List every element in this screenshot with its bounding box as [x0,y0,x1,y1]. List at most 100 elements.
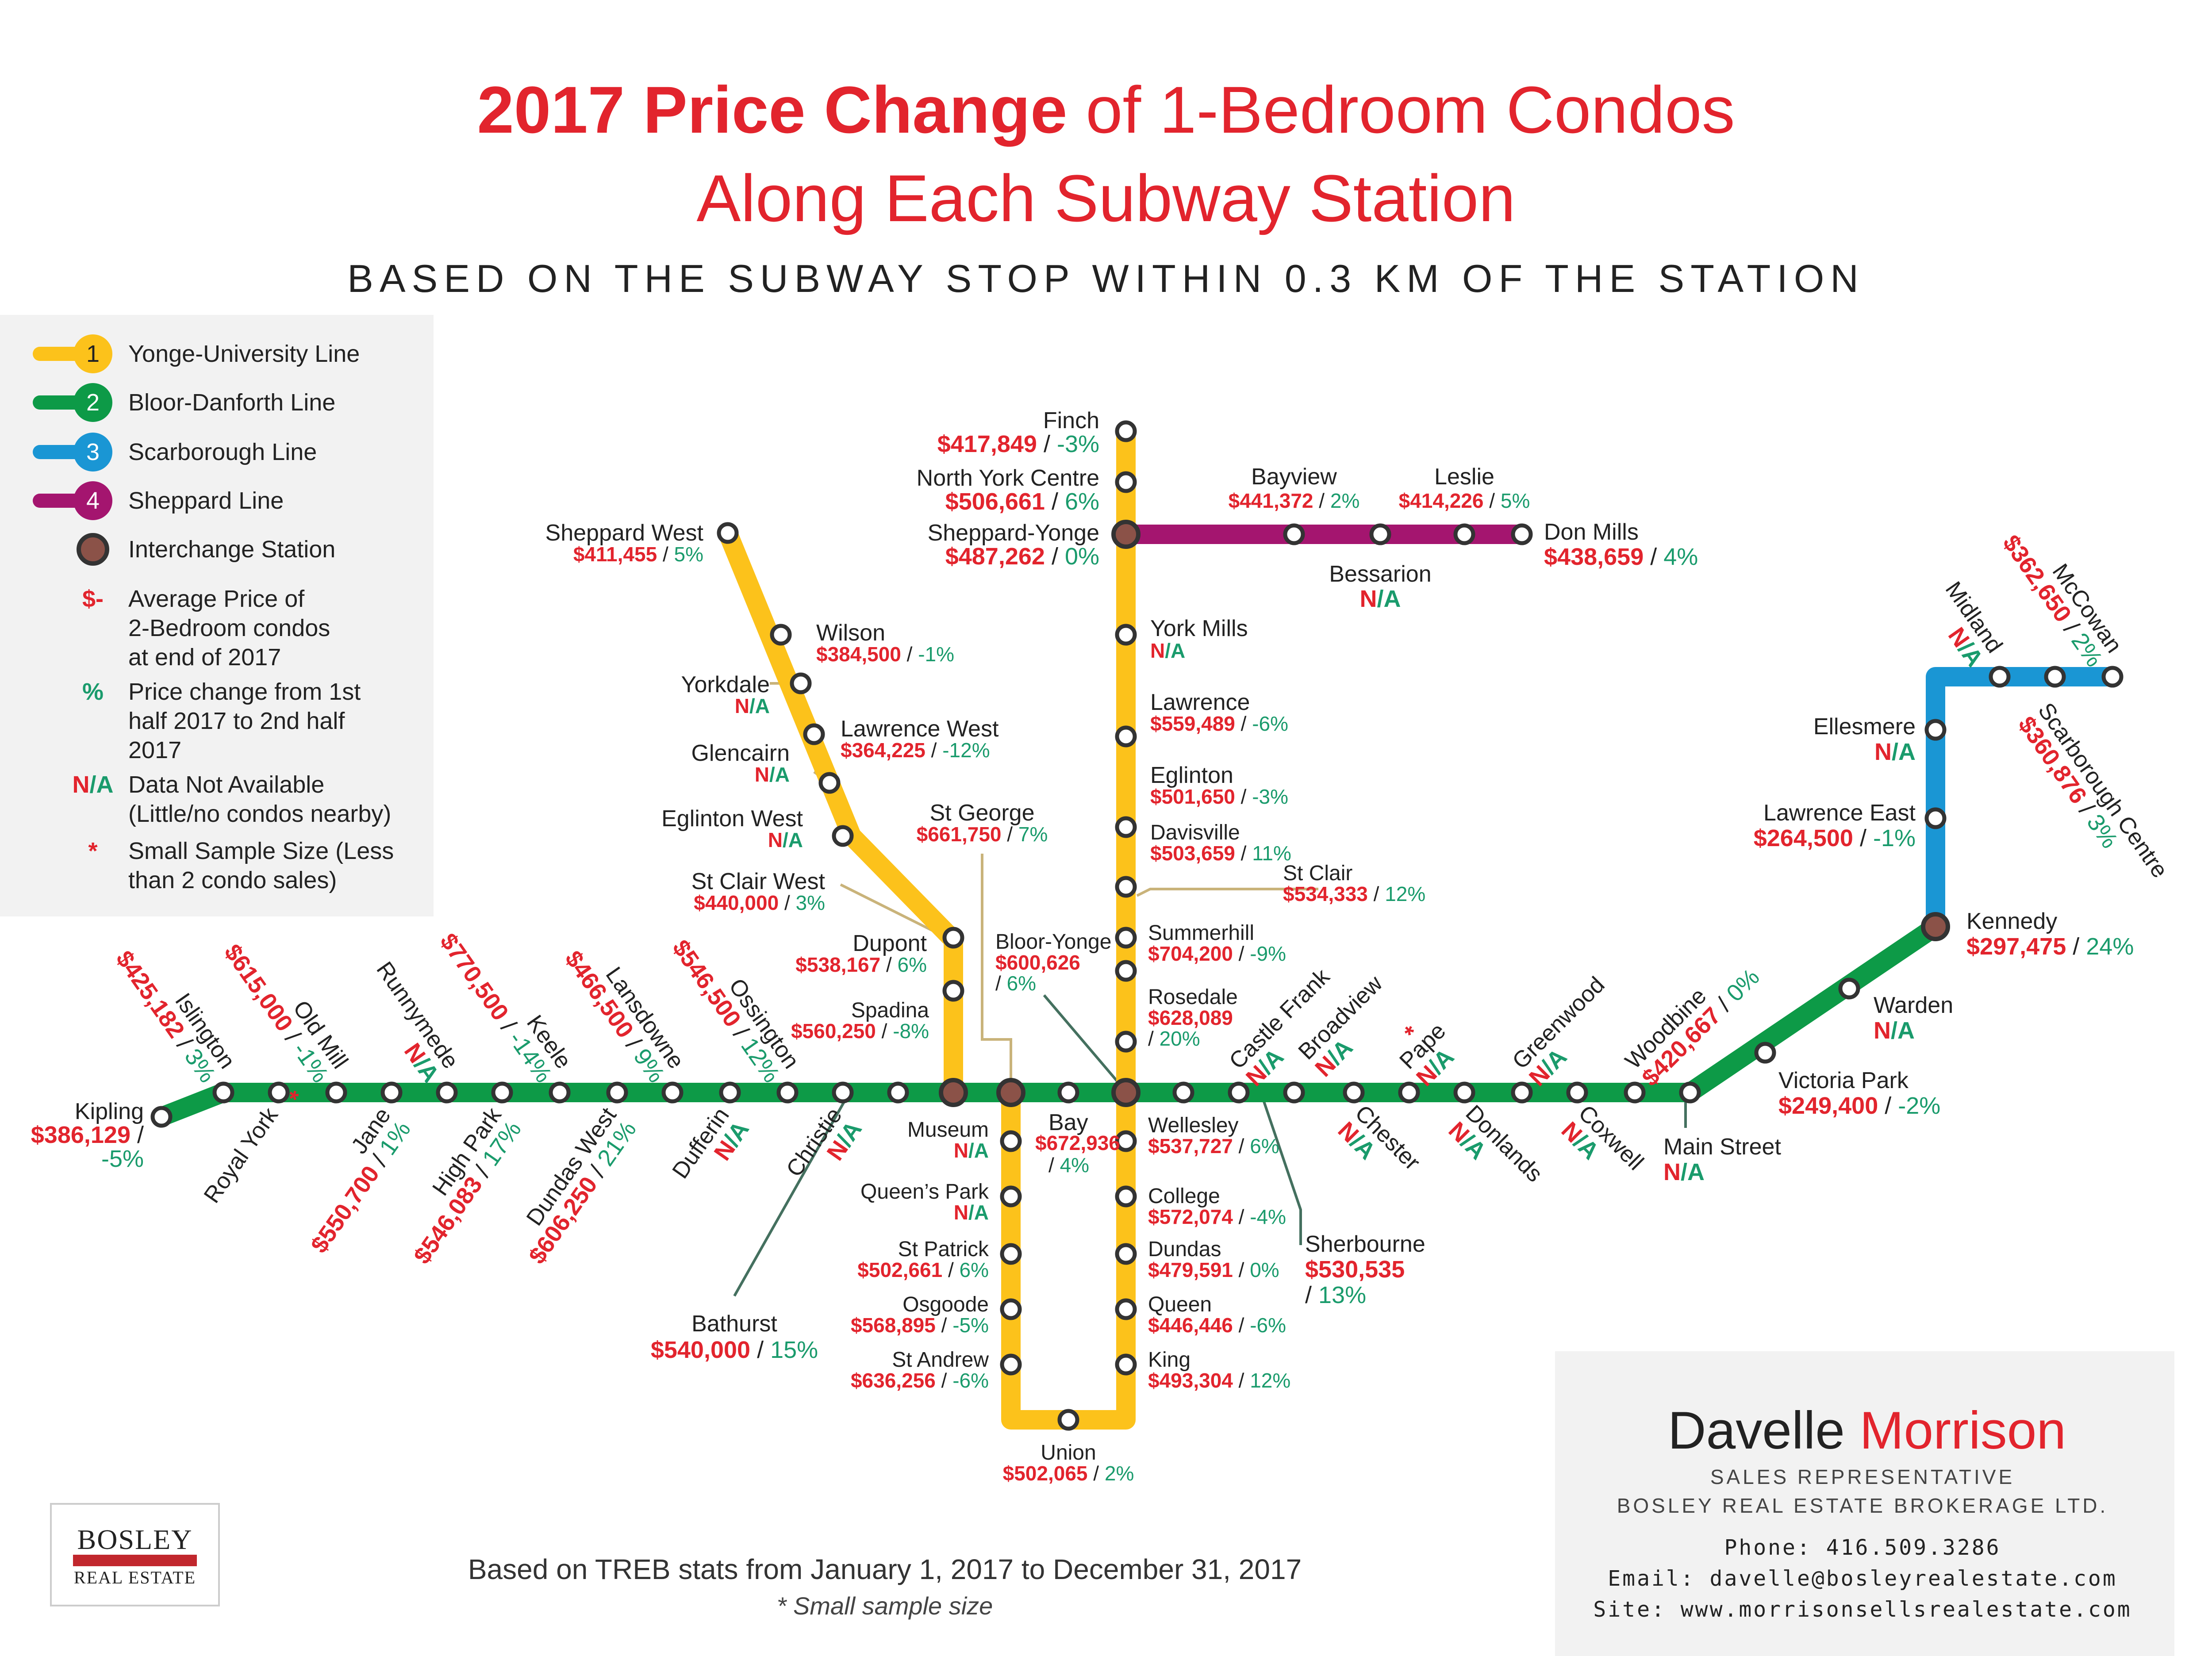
station-marker-coxwell[interactable] [1566,1081,1588,1104]
station-marker-broadview[interactable] [1283,1081,1305,1104]
station-marker-lawrence-east[interactable] [1924,807,1947,829]
station-marker-eglinton-west[interactable] [832,825,854,847]
station-marker-victoria-park[interactable] [1754,1042,1776,1064]
station-marker-ellesmere[interactable] [1924,719,1947,741]
station-marker-bay[interactable] [1057,1081,1079,1104]
svg-text:Queen: Queen [1148,1293,1212,1316]
label-st-andrew: St Andrew $636,256 / -6% [851,1348,989,1392]
station-marker-kipling[interactable] [150,1106,173,1128]
station-marker-sheppard-west[interactable] [717,522,739,544]
station-marker-leslie[interactable] [1453,523,1475,545]
station-marker-wellesley[interactable] [1115,1130,1137,1152]
yonge-line-number: 1 [86,341,100,367]
station-marker-eglinton[interactable] [1115,816,1137,838]
station-marker-mccowan[interactable] [2101,666,2124,688]
label-ellesmere: Ellesmere N/A [1813,714,1916,765]
interchange-markers [939,520,1950,1107]
station-marker-dupont[interactable] [942,927,964,949]
station-marker-high-park[interactable] [491,1081,513,1104]
svg-text:N/A: N/A [1150,639,1185,662]
station-marker-jane[interactable] [380,1081,403,1104]
station-marker-lansdowne[interactable] [661,1081,684,1104]
station-marker-davisville[interactable] [1115,876,1137,898]
svg-text:$537,727 / 6%: $537,727 / 6% [1148,1135,1279,1158]
station-marker-st-clair-west[interactable] [942,980,964,1002]
station-marker-king[interactable] [1115,1353,1137,1376]
station-marker-osgoode[interactable] [1000,1298,1022,1320]
station-marker-midland[interactable] [1989,666,2011,688]
station-marker-royal-york[interactable] [268,1081,290,1104]
legend-item-sheppard: 4 Sheppard Line [33,481,284,520]
svg-text:Scarborough Centre: Scarborough Centre [2033,698,2173,883]
station-marker-dufferin[interactable] [719,1081,741,1104]
interchange-spadina[interactable] [939,1078,968,1107]
station-marker-queens-park[interactable] [1000,1185,1022,1208]
station-marker-old-mill[interactable] [325,1081,347,1104]
svg-text:N/A: N/A [1360,586,1401,612]
station-marker-york-mills[interactable] [1115,624,1137,646]
svg-text:$600,626: $600,626 [995,951,1080,974]
station-marker-christie[interactable] [832,1081,854,1104]
station-marker-lawrence-west[interactable] [803,723,825,745]
label-sheppard-west: Sheppard West $411,455 / 5% [545,520,704,566]
station-marker-bathurst[interactable] [887,1081,909,1104]
svg-text:St George: St George [929,800,1034,826]
yonge-university-line-west-branch [718,529,963,1092]
sheppard-line-number: 4 [86,487,100,514]
station-marker-keele[interactable] [549,1081,571,1104]
station-marker-dundas[interactable] [1115,1243,1137,1265]
svg-text:Ellesmere: Ellesmere [1813,714,1916,740]
station-marker-st-patrick[interactable] [1000,1243,1022,1265]
interchange-kennedy[interactable] [1921,912,1950,941]
station-marker-college[interactable] [1115,1185,1137,1208]
station-marker-finch[interactable] [1115,420,1137,442]
station-marker-museum[interactable] [1000,1130,1022,1152]
label-wellesley: Wellesley $537,727 / 6% [1148,1114,1279,1158]
svg-text:$493,304 / 12%: $493,304 / 12% [1148,1369,1290,1392]
station-marker-warden[interactable] [1838,978,1860,1000]
station-marker-yorkdale[interactable] [790,672,812,694]
legend-item-interchange: Interchange Station [77,533,335,566]
label-bloor-yonge: Bloor-Yonge $600,626 / 6% [995,930,1111,995]
leader-st-clair [1136,888,1318,897]
station-marker-st-clair[interactable] [1115,927,1137,949]
station-marker-donlands[interactable] [1453,1081,1475,1104]
interchange-sheppard-yonge[interactable] [1111,520,1141,549]
interchange-bloor-yonge[interactable] [1111,1078,1141,1107]
station-marker-bessarion[interactable] [1369,523,1391,545]
station-marker-bayview[interactable] [1283,523,1305,545]
bloor-line-number: 2 [86,389,100,416]
station-marker-scarborough-centre[interactable] [2044,666,2066,688]
station-marker-don-mills[interactable] [1511,523,1533,545]
station-marker-union[interactable] [1057,1409,1079,1431]
station-marker-dundas-west[interactable] [606,1081,628,1104]
station-marker-st-andrew[interactable] [1000,1353,1022,1376]
station-marker-runnymede[interactable] [436,1081,458,1104]
agent-website[interactable]: Site: www.morrisonsellsrealestate.com [1593,1597,2131,1622]
interchange-st-george[interactable] [996,1078,1025,1107]
label-runnymede: Runnymede N/A [371,957,463,1087]
small-sample-note: * Small sample size [777,1592,993,1620]
station-marker-queen[interactable] [1115,1298,1137,1320]
station-marker-north-york-centre[interactable] [1115,471,1137,493]
agent-phone[interactable]: Phone: 416.509.3286 [1724,1535,2001,1560]
station-marker-chester[interactable] [1343,1081,1365,1104]
label-kipling: Kipling $386,129 / -5% [31,1099,144,1172]
station-marker-sherbourne[interactable] [1172,1081,1194,1104]
station-marker-wilson[interactable] [770,624,792,646]
agent-email[interactable]: Email: davelle@bosleyrealestate.com [1608,1566,2117,1591]
svg-text:Lawrence East: Lawrence East [1763,800,1916,826]
station-marker-lawrence[interactable] [1115,725,1137,748]
station-marker-islington[interactable] [212,1081,234,1104]
station-marker-greenwood[interactable] [1511,1081,1533,1104]
station-marker-pape[interactable] [1398,1081,1420,1104]
data-source-note: Based on TREB stats from January 1, 2017… [468,1553,1302,1585]
station-marker-ossington[interactable] [776,1081,799,1104]
percent-symbol: % [82,678,104,705]
station-marker-rosedale[interactable] [1115,1031,1137,1053]
station-marker-woodbine[interactable] [1624,1081,1646,1104]
station-marker-summerhill[interactable] [1115,960,1137,982]
station-marker-glencairn[interactable] [818,772,841,794]
station-marker-main-street[interactable] [1679,1081,1701,1104]
station-marker-castle-frank[interactable] [1228,1081,1250,1104]
